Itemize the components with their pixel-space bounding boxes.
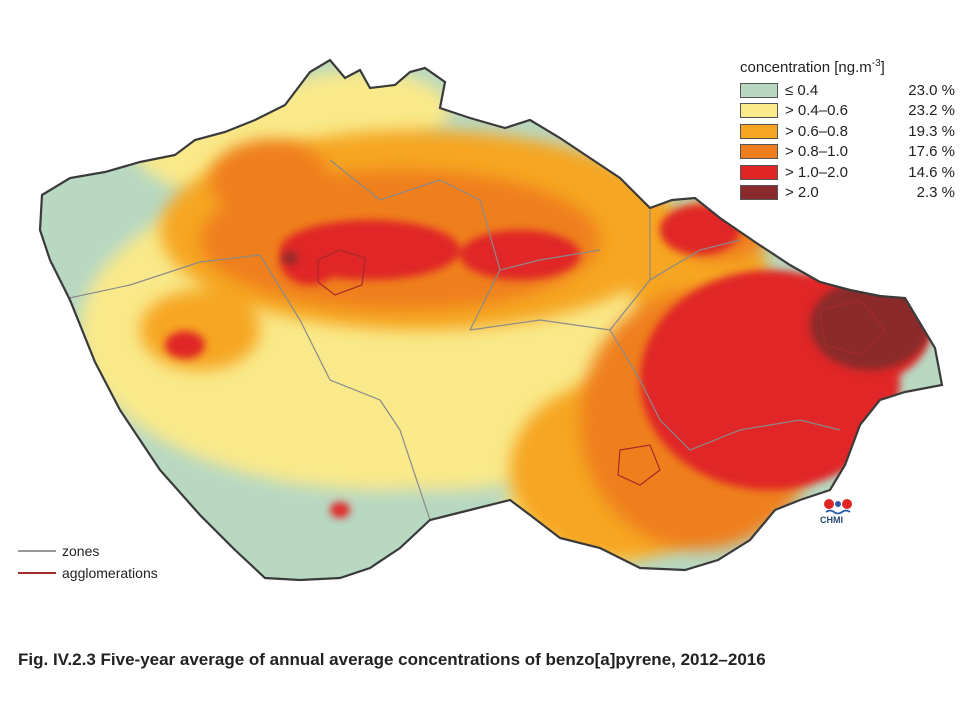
logo-text: CHMI [820,515,843,525]
legend-swatch [740,164,778,180]
legend-swatch [740,123,778,139]
class-gt-2.0 [282,252,930,370]
legend-swatch [740,82,778,98]
legend-row: > 0.8–1.0 17.6 % [740,142,955,163]
legend: concentration [ng.m-3] ≤ 0.4 23.0 % > 0.… [740,58,955,203]
legend-row: > 1.0–2.0 14.6 % [740,162,955,183]
legend-label: > 0.6–0.8 [785,122,848,140]
legend-percent: 23.0 % [908,81,955,99]
legend-swatch [740,144,778,160]
zone-boundaries [59,159,841,521]
legend-row: ≤ 0.4 23.0 % [740,80,955,101]
legend-percent: 14.6 % [908,163,955,181]
boundary-legend-row: agglomerations [18,562,158,584]
legend-row: > 2.0 2.3 % [740,183,955,204]
chmi-logo-icon [824,499,852,515]
agglomerations-line-sample [18,572,56,574]
legend-percent: 19.3 % [908,122,955,140]
country-border [38,58,944,582]
boundary-legend-row: zones [18,540,158,562]
legend-percent: 17.6 % [908,143,955,161]
zones-line-sample [18,550,56,552]
zones-label: zones [62,543,100,559]
figure-caption: Fig. IV.2.3 Five-year average of annual … [18,650,766,669]
legend-label: > 2.0 [785,184,819,202]
legend-label: > 1.0–2.0 [785,163,848,181]
agglomeration-boundaries [317,249,886,486]
boundary-legend: zones agglomerations [18,540,158,584]
legend-swatch [740,103,778,119]
legend-label: > 0.8–1.0 [785,143,848,161]
legend-swatch [740,185,778,201]
legend-title: concentration [ng.m-3] [740,58,885,76]
legend-row: > 0.4–0.6 23.2 % [740,101,955,122]
legend-percent: 23.2 % [908,102,955,120]
agglomerations-label: agglomerations [62,565,158,581]
legend-label: ≤ 0.4 [785,81,819,99]
legend-row: > 0.6–0.8 19.3 % [740,121,955,142]
legend-label: > 0.4–0.6 [785,102,848,120]
legend-percent: 2.3 % [916,184,955,202]
